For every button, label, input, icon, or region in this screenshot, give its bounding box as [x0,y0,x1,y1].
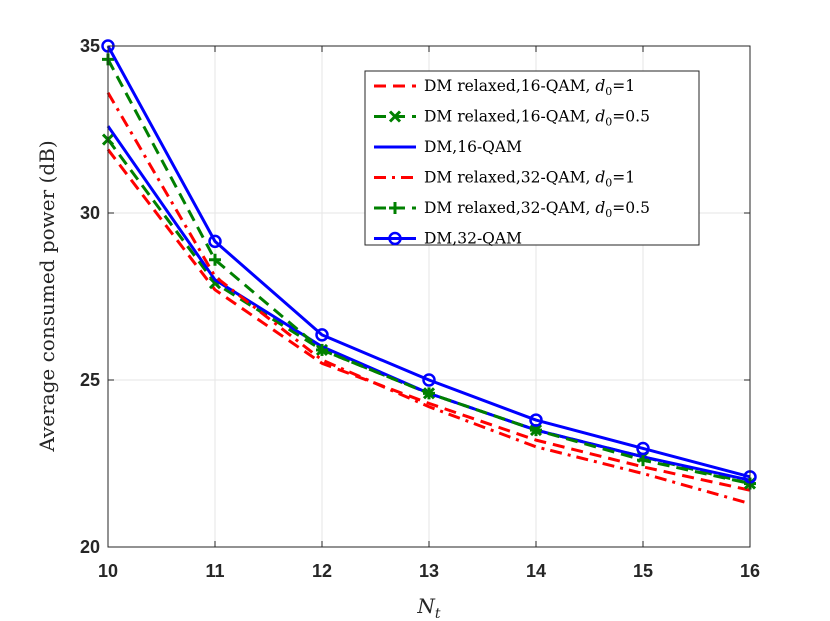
series-1 [106,148,751,492]
x-tick-label: 13 [419,561,439,581]
legend-label: DM,32-QAM [424,230,522,248]
legend-box [364,70,700,246]
legend-label: DM,16-QAM [424,138,522,156]
series-line [106,148,751,492]
legend: DM relaxed,16-QAM, d0=1 DM relaxed,16-QAM… [364,70,700,248]
series-4 [106,92,751,506]
x-axis-label: Nt [416,594,441,621]
legend-item: DM relaxed,16-QAM, d0=0.5 [374,108,650,129]
x-tick-label: 15 [633,561,653,581]
legend-item: DM relaxed,32-QAM, d0=0.5 [374,199,650,220]
x-tick-label: 10 [98,561,118,581]
legend-marker [388,110,402,123]
series-group [101,39,757,506]
data-point [422,373,436,387]
y-axis-label: Average consumed power (dB) [35,140,59,452]
legend-label: DM relaxed,16-QAM, d0=0.5 [424,108,650,129]
x-tick-label: 16 [740,561,760,581]
data-point [423,387,435,400]
y-tick-label: 35 [80,36,100,56]
axis-ticks: 10 11 12 13 14 15 16 20 25 30 35 [80,36,760,581]
legend-marker [388,231,402,246]
x-axis-label-sub: t [435,606,441,621]
data-point [316,343,328,356]
legend-marker [389,202,401,214]
data-point [636,441,650,456]
legend-item: DM relaxed,32-QAM, d0=1 [374,169,635,190]
x-tick-label: 12 [312,561,332,581]
data-point [208,234,222,249]
legend-item: DM,16-QAM [374,138,522,156]
data-point [315,328,329,342]
data-point [209,253,221,266]
data-point [529,413,543,427]
legend-label: DM relaxed,32-QAM, d0=0.5 [424,199,650,220]
y-tick-label: 20 [80,537,100,557]
legend-label: DM relaxed,32-QAM, d0=1 [424,169,635,190]
x-tick-label: 14 [526,561,546,581]
x-axis-label-main: N [416,594,436,618]
series-line [106,45,751,479]
y-tick-label: 25 [80,370,100,390]
legend-item: DM,32-QAM [374,230,522,248]
data-point [637,454,649,467]
series-line [106,92,751,506]
legend-item: DM relaxed,16-QAM, d0=1 [374,77,635,98]
x-tick-label: 11 [205,561,224,581]
legend-label: DM relaxed,16-QAM, d0=1 [424,77,635,98]
y-tick-label: 30 [80,203,100,223]
